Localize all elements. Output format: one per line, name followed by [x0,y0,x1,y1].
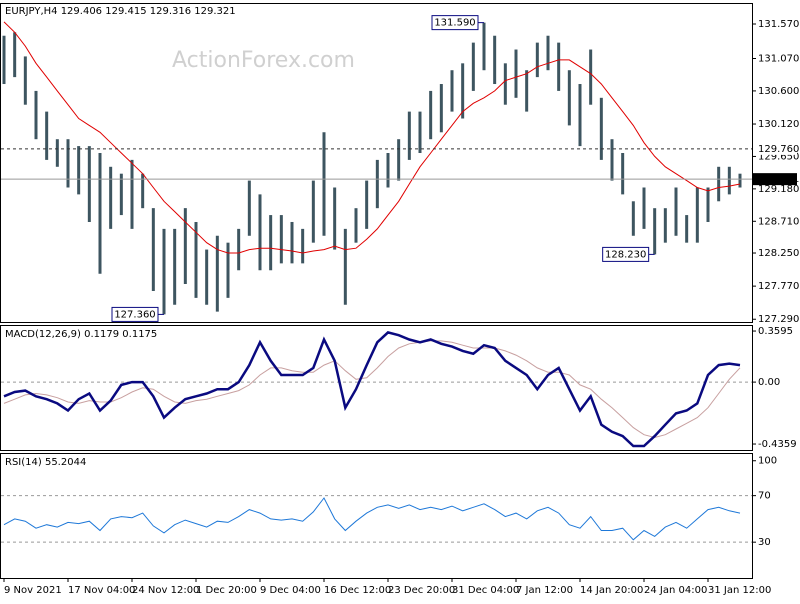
y-tick-label: 127.770 [758,281,799,292]
x-tick-label: 24 Jan 04:00 [644,585,707,596]
y-tick-label: 0.3595 [758,326,793,337]
x-tick-label: 14 Jan 20:00 [580,585,643,596]
level-label-bg [753,142,797,155]
y-tick-label: 127.290 [758,314,799,325]
moving-average [3,21,741,254]
y-tick-label: 0.00 [758,377,780,388]
y-tick-label: 130.120 [758,119,799,130]
rsi-panel [0,453,753,579]
macd-header: MACD(12,26,9) 0.1179 0.1175 [5,329,157,340]
x-tick-label: 7 Jan 12:00 [516,585,573,596]
price-header: EURJPY,H4 129.406 129.415 129.316 129.32… [5,6,236,17]
x-tick-label: 24 Nov 12:00 [132,585,199,596]
annotation-box [431,15,479,31]
y-tick-label: 130.600 [758,86,799,97]
rsi-line [3,497,741,541]
x-tick-label: 31 Dec 04:00 [452,585,519,596]
y-tick-label: 129.180 [758,184,799,195]
y-tick-label: 131.070 [758,53,799,64]
price-panel [0,3,753,323]
x-tick-label: 23 Dec 20:00 [388,585,455,596]
x-tick-label: 17 Nov 04:00 [68,585,135,596]
y-tick-label: 70 [758,491,771,502]
annotation-label: 131.590 [434,18,475,29]
x-tick-label: 9 Dec 04:00 [260,585,321,596]
level-label-bg [753,173,797,186]
y-tick-label: 129.650 [758,151,799,162]
y-tick-label: 100 [758,456,777,467]
rsi-header: RSI(14) 55.2044 [5,457,86,468]
y-tick-label: -0.4359 [758,439,797,450]
watermark: ActionForex.com [172,48,355,73]
signal-line [3,340,741,439]
x-tick-label: 9 Nov 2021 [4,585,62,596]
x-tick-label: 31 Jan 12:00 [708,585,771,596]
y-tick-label: 128.710 [758,216,799,227]
x-tick-label: 1 Dec 20:00 [196,585,257,596]
x-tick-label: 16 Dec 12:00 [324,585,391,596]
y-tick-label: 128.250 [758,248,799,259]
annotation-label: 128.230 [605,249,646,260]
annotation-box [111,306,159,322]
y-tick-label: 30 [758,537,771,548]
level-label: 129.321 [758,174,799,185]
macd-panel [0,325,753,451]
macd-line [3,331,741,448]
level-label: 129.760 [758,144,799,155]
y-tick-label: 131.570 [758,19,799,30]
annotation-box [602,246,650,262]
annotation-label: 127.360 [114,309,155,320]
